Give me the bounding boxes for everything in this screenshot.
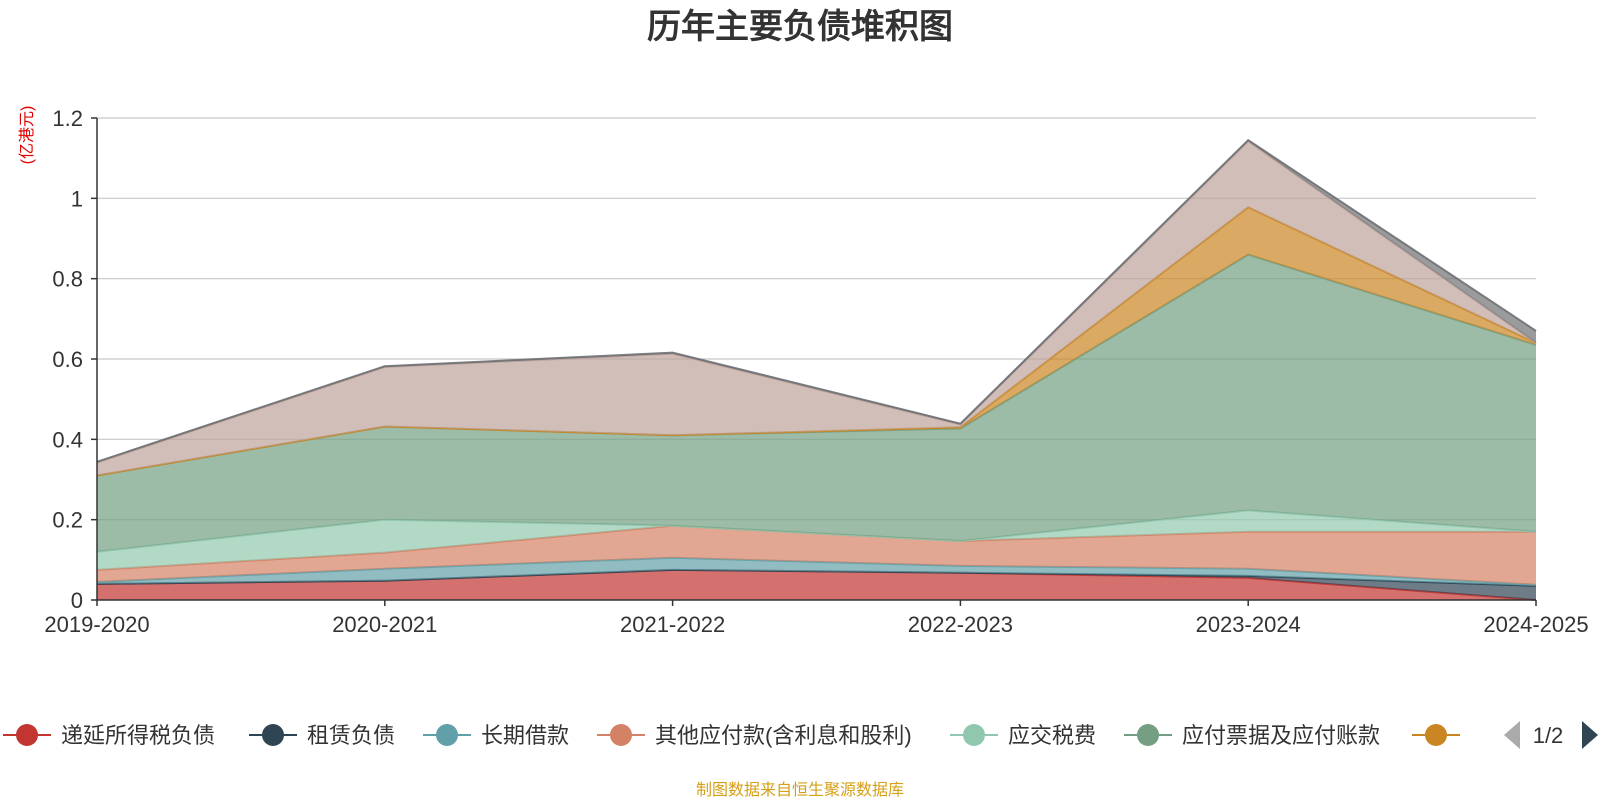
y-tick-label: 0.6 xyxy=(52,347,83,372)
y-tick-label: 0.2 xyxy=(52,508,83,533)
legend-label: 递延所得税负债 xyxy=(61,723,215,748)
legend: 递延所得税负债 租赁负债 长期借款 其他应付款(含利息和股利) 应交税费 应付票据及应付账… xyxy=(3,723,1460,748)
legend-item[interactable]: 应付票据及应付账款 xyxy=(1124,723,1380,748)
y-tick-label: 1.2 xyxy=(52,106,83,131)
y-tick-label: 0.8 xyxy=(52,267,83,292)
chart-title: 历年主要负债堆积图 xyxy=(647,8,953,46)
legend-prev-page-icon[interactable] xyxy=(1504,721,1520,749)
area-series-group xyxy=(96,138,1537,601)
legend-item[interactable]: 递延所得税负债 xyxy=(3,723,215,748)
legend-marker-icon xyxy=(963,724,985,746)
legend-label: 其他应付款(含利息和股利) xyxy=(655,723,912,748)
area-series-4 xyxy=(97,510,1536,570)
x-tick-label: 2024-2025 xyxy=(1483,612,1588,637)
area-series-5 xyxy=(97,254,1536,552)
area-series-7 xyxy=(97,141,1536,476)
legend-page-indicator: 1/2 xyxy=(1533,723,1564,748)
legend-item[interactable] xyxy=(1412,724,1460,746)
legend-marker-icon xyxy=(1425,724,1447,746)
x-tick-label: 2023-2024 xyxy=(1196,612,1301,637)
legend-label: 应交税费 xyxy=(1008,723,1096,748)
legend-marker-icon xyxy=(436,724,458,746)
legend-marker-icon xyxy=(1137,724,1159,746)
area-series-3 xyxy=(97,525,1536,585)
x-axis-ticks: 2019-2020 2020-2021 2021-2022 2022-2023 2023… xyxy=(44,600,1589,637)
source-note: 制图数据来自恒生聚源数据库 xyxy=(696,781,904,799)
y-tick-label: 0 xyxy=(71,588,83,613)
y-axis-ticks: 0 0.2 0.4 0.6 0.8 1 1.2 xyxy=(52,106,97,613)
y-tick-label: 1 xyxy=(71,186,83,211)
y-tick-label: 0.4 xyxy=(52,427,83,452)
legend-item[interactable]: 应交税费 xyxy=(950,723,1096,748)
legend-item[interactable]: 其他应付款(含利息和股利) xyxy=(597,723,912,748)
x-tick-label: 2019-2020 xyxy=(44,612,149,637)
legend-marker-icon xyxy=(610,724,632,746)
legend-pager: 1/2 xyxy=(1504,721,1598,749)
y-axis-unit-label: (亿港元) xyxy=(18,106,36,165)
legend-marker-icon xyxy=(16,724,38,746)
legend-label: 应付票据及应付账款 xyxy=(1182,723,1380,748)
legend-next-page-icon[interactable] xyxy=(1582,721,1598,749)
area-series-6 xyxy=(97,207,1536,476)
x-tick-label: 2022-2023 xyxy=(908,612,1013,637)
x-tick-label: 2020-2021 xyxy=(332,612,437,637)
legend-label: 租赁负债 xyxy=(307,723,395,748)
legend-item[interactable]: 租赁负债 xyxy=(249,723,395,748)
area-series-line-8 xyxy=(96,138,1537,463)
area-series-2 xyxy=(97,557,1536,586)
x-tick-label: 2021-2022 xyxy=(620,612,725,637)
legend-label: 长期借款 xyxy=(481,723,569,748)
legend-marker-icon xyxy=(262,724,284,746)
legend-item[interactable]: 长期借款 xyxy=(423,723,569,748)
